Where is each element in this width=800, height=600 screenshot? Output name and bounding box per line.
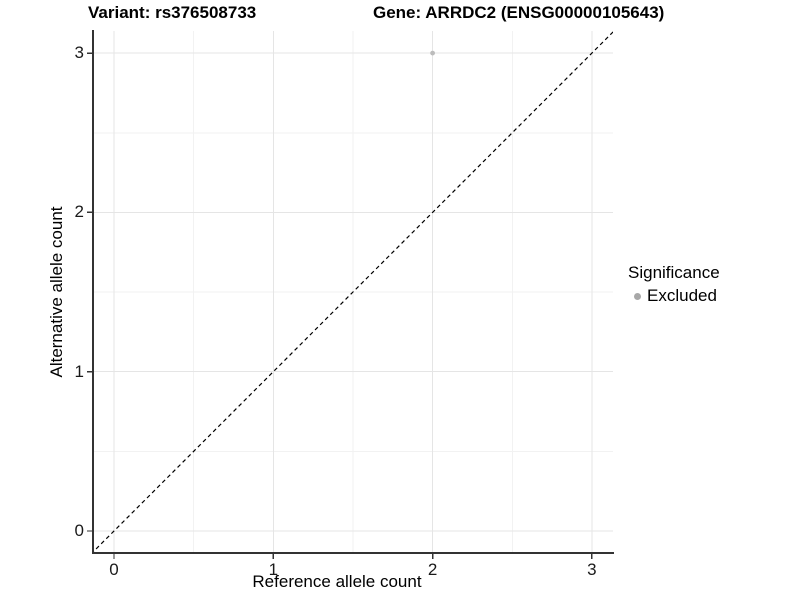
x-tick-label-1: 1 [268,560,279,579]
x-tick-label-3: 3 [587,560,597,579]
y-axis-title: Alternative allele count [47,206,66,378]
legend-item-label: Excluded [647,286,717,305]
x-axis-title: Reference allele count [252,572,422,591]
plot-title-gene: Gene: ARRDC2 (ENSG00000105643) [373,3,665,22]
x-tick-label-0: 0 [109,560,119,579]
y-tick-label-2: 2 [74,202,84,222]
y-tick-label-3: 3 [74,43,84,63]
legend-marker-icon [634,293,641,300]
data-point [430,50,435,56]
legend-items: Excluded [628,286,720,306]
y-tick-label-1: 1 [74,361,84,381]
legend-title: Significance [628,263,720,282]
legend: Significance Excluded [628,263,720,306]
legend-item-excluded: Excluded [628,286,720,306]
plot-title-variant: Variant: rs376508733 [88,3,257,22]
y-tick-label-0: 0 [74,521,84,540]
x-tick-label-2: 2 [427,560,438,579]
